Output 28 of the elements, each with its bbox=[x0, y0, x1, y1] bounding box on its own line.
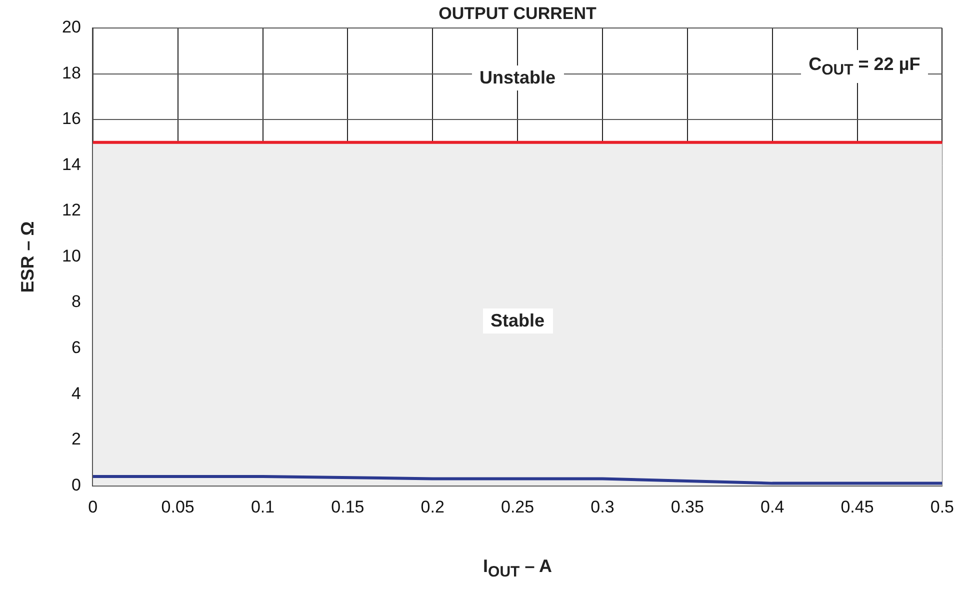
x-tick-label: 0.4 bbox=[760, 497, 784, 516]
y-tick-label: 2 bbox=[71, 430, 81, 449]
x-tick-label: 0.2 bbox=[420, 497, 444, 516]
x-tick-label: 0.3 bbox=[590, 497, 614, 516]
y-tick-label: 18 bbox=[62, 63, 81, 82]
chart-title: OUTPUT CURRENT bbox=[438, 4, 596, 24]
y-tick-label: 10 bbox=[62, 246, 81, 266]
annotation: C$_{OUT}$ = 22 µF bbox=[800, 50, 928, 83]
x-tick-label: 0.5 bbox=[930, 497, 954, 516]
annotation: Stable bbox=[482, 308, 553, 334]
y-tick-label: 0 bbox=[71, 475, 81, 494]
x-tick-label: 0.1 bbox=[250, 497, 275, 516]
x-tick-label: 0.35 bbox=[670, 497, 704, 516]
x-tick-label: 0 bbox=[88, 497, 98, 516]
y-tick-label: 12 bbox=[62, 200, 81, 220]
x-tick-label: 0.45 bbox=[840, 497, 874, 516]
y-tick-label: 16 bbox=[62, 109, 81, 128]
y-axis-title: ESR – Ω bbox=[18, 221, 38, 293]
y-tick-label: 8 bbox=[71, 292, 81, 312]
y-tick-label: 20 bbox=[62, 18, 81, 37]
x-tick-label: 0.25 bbox=[501, 497, 534, 516]
x-axis-title: I$_{OUT}$ – A bbox=[483, 556, 552, 580]
annotation: Unstable bbox=[472, 66, 564, 91]
x-tick-label: 0.15 bbox=[331, 497, 364, 516]
y-tick-label: 6 bbox=[71, 338, 81, 358]
y-tick-label: 14 bbox=[62, 154, 81, 174]
y-tick-label: 4 bbox=[71, 384, 81, 403]
x-tick-label: 0.05 bbox=[161, 497, 194, 516]
